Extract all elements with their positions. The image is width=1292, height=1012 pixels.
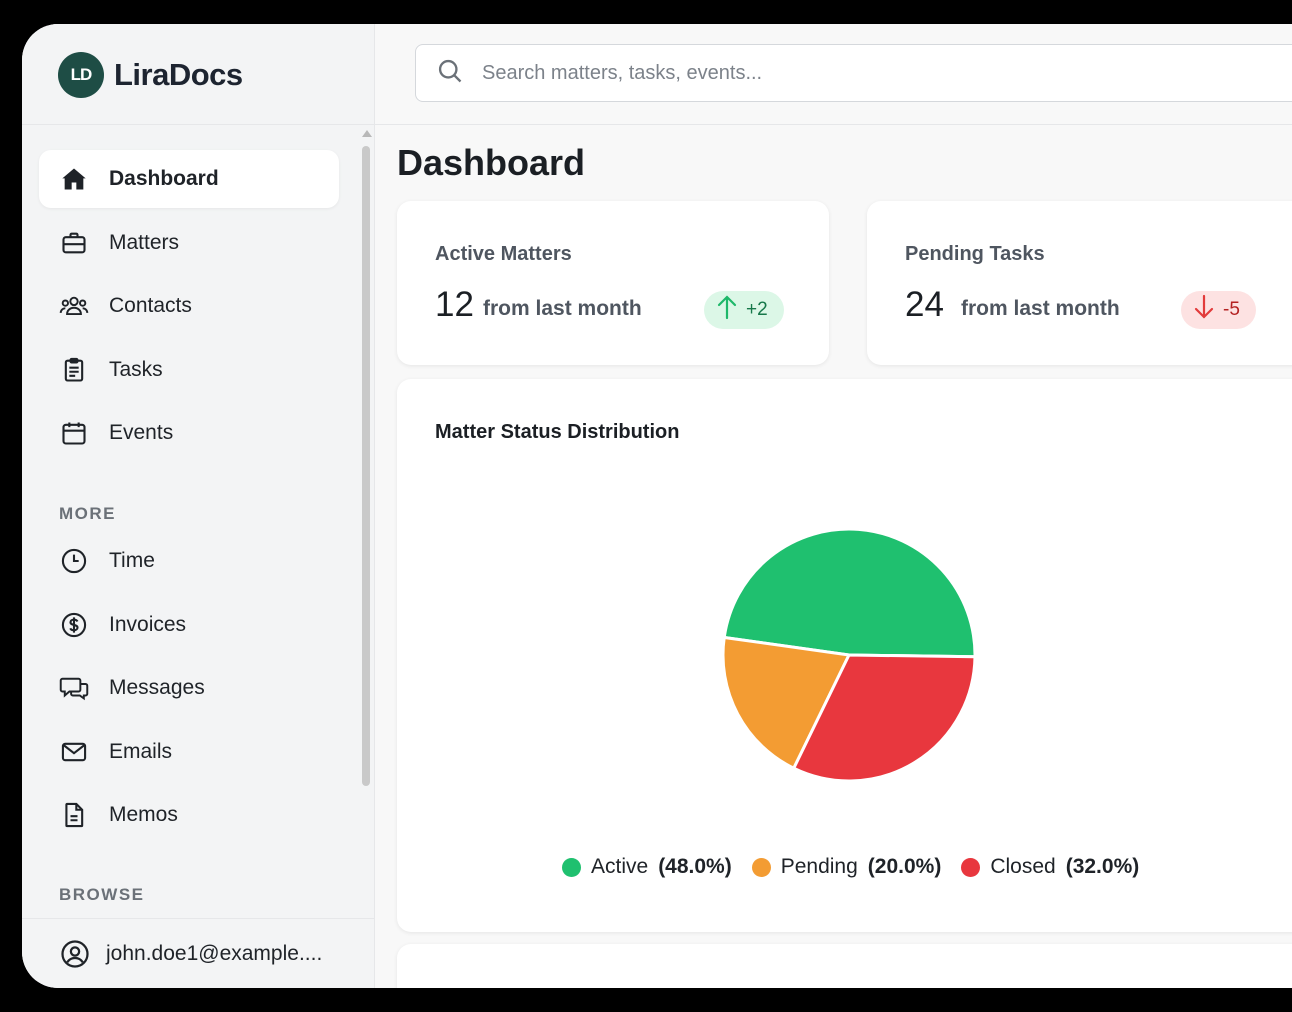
legend-label: Active — [591, 855, 649, 878]
page-title: Dashboard — [397, 142, 586, 183]
sidebar-item-label: Time — [109, 549, 155, 572]
stat-subtext: from last month — [961, 297, 1120, 320]
stat-card-active-matters: Active Matters 12 from last month +2 — [397, 201, 829, 365]
stat-delta-badge: +2 — [704, 291, 784, 329]
sidebar-item-dashboard[interactable]: Dashboard — [39, 150, 339, 208]
pie-slice-active[interactable] — [722, 527, 977, 659]
legend-percent: (48.0%) — [658, 855, 732, 878]
sidebar-item-label: Emails — [109, 739, 173, 763]
brand-name: LiraDocs — [114, 57, 243, 92]
stat-card-pending-tasks: Pending Tasks 24 from last month -5 — [867, 201, 1292, 365]
brand-logo: LD — [58, 52, 104, 98]
stat-delta: +2 — [746, 299, 768, 320]
section-label-more: MORE — [59, 504, 116, 523]
sidebar-item-label: Invoices — [109, 612, 187, 636]
arrow-down-icon — [1193, 294, 1215, 326]
legend-item-pending[interactable]: Pending (20.0%) — [751, 855, 942, 879]
sidebar-item-messages[interactable]: Messages — [39, 659, 339, 717]
sidebar-item-label: Matters — [109, 230, 180, 254]
calendar-icon — [59, 418, 89, 448]
legend-swatch — [751, 857, 771, 877]
pie-slice-closed[interactable] — [791, 653, 977, 783]
legend-label: Closed — [990, 855, 1056, 878]
stat-delta: -5 — [1223, 299, 1240, 320]
user-account[interactable]: john.doe1@example.... — [22, 918, 374, 988]
clock-icon — [59, 546, 89, 576]
chart-title: Matter Status Distribution — [435, 421, 680, 443]
sidebar-item-label: Dashboard — [109, 167, 219, 190]
scroll-up-arrow[interactable] — [362, 130, 372, 137]
stat-label: Active Matters — [435, 243, 572, 265]
legend-swatch — [562, 857, 581, 877]
sidebar-item-invoices[interactable]: Invoices — [39, 596, 339, 654]
pie-slice-pending[interactable] — [721, 635, 852, 771]
search-box[interactable] — [415, 44, 1292, 102]
pie-chart — [721, 527, 977, 783]
sidebar-scrollbar[interactable] — [360, 128, 372, 808]
legend-item-closed[interactable]: Closed (32.0%) — [961, 855, 1139, 879]
sidebar-item-contacts[interactable]: Contacts — [39, 277, 339, 335]
stat-label: Pending Tasks — [905, 243, 1045, 265]
sidebar-item-label: Tasks — [109, 357, 163, 381]
people-icon — [59, 291, 89, 321]
user-circle-icon — [60, 939, 90, 969]
legend-percent: (32.0%) — [1065, 855, 1140, 878]
sidebar-item-matters[interactable]: Matters — [39, 214, 339, 272]
document-icon — [59, 800, 89, 830]
sidebar-item-events[interactable]: Events — [39, 404, 339, 462]
arrow-up-icon — [716, 294, 738, 326]
more-nav: Time Invoices Messages Emails — [39, 532, 339, 850]
legend-percent: (20.0%) — [867, 855, 942, 878]
section-label-browse: BROWSE — [59, 885, 145, 904]
stat-delta-badge: -5 — [1181, 291, 1256, 329]
search-icon — [436, 57, 464, 90]
sidebar-item-label: Messages — [109, 676, 205, 699]
sidebar-item-label: Contacts — [109, 294, 192, 317]
stat-value: 12 — [435, 285, 474, 324]
sidebar-item-label: Events — [109, 421, 174, 444]
brand[interactable]: LD LiraDocs — [58, 48, 243, 102]
sidebar-divider — [22, 124, 374, 125]
legend-label: Pending — [780, 855, 858, 878]
sidebar-item-label: Memos — [109, 803, 178, 826]
clipboard-icon — [59, 355, 89, 385]
stat-subtext: from last month — [483, 297, 642, 320]
search-input[interactable] — [480, 60, 1084, 86]
stat-value: 24 — [905, 285, 944, 324]
mail-icon — [59, 737, 89, 767]
legend-swatch — [961, 857, 981, 877]
sidebar-item-tasks[interactable]: Tasks — [39, 341, 339, 399]
sidebar: LD LiraDocs Dashboard Matters — [22, 24, 375, 988]
user-email: john.doe1@example.... — [106, 941, 323, 965]
home-icon — [59, 164, 89, 194]
chat-icon — [59, 673, 89, 703]
chart-legend: Active (48.0%) Pending (20.0%) Closed (3… — [562, 855, 1139, 879]
sidebar-item-memos[interactable]: Memos — [39, 786, 339, 844]
scroll-thumb[interactable] — [362, 146, 370, 786]
topbar — [375, 24, 1292, 125]
sidebar-item-time[interactable]: Time — [39, 532, 339, 590]
briefcase-icon — [59, 228, 89, 258]
dollar-icon — [59, 610, 89, 640]
sidebar-item-emails[interactable]: Emails — [39, 723, 339, 781]
legend-item-active[interactable]: Active (48.0%) — [562, 855, 732, 879]
primary-nav: Dashboard Matters Contacts Tasks — [39, 150, 339, 468]
chart-card: Matter Status Distribution Active (48.0%… — [397, 379, 1292, 932]
next-card — [397, 944, 1292, 988]
app-window: LD LiraDocs Dashboard Matters — [22, 24, 1292, 988]
